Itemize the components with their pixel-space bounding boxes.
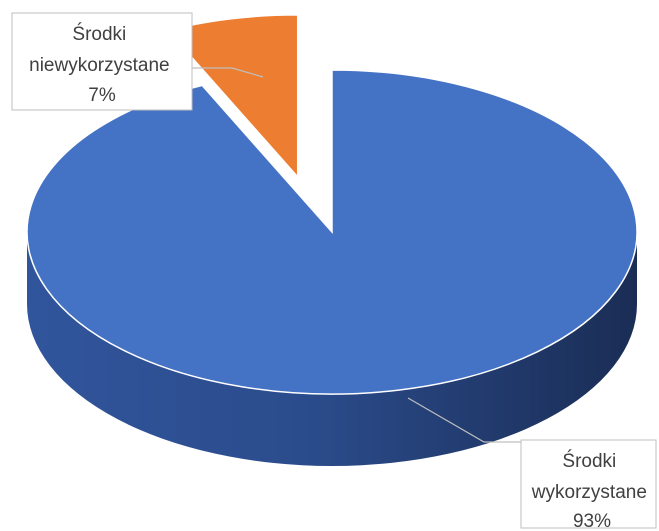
svg-text:Środki niewykorzystane: Środki niewykorzystane 7%: [29, 23, 175, 106]
label-small-percent: 7%: [88, 85, 116, 106]
label-small-line1: Środki: [72, 23, 126, 45]
data-label-small: Środki niewykorzystane 7%: [11, 12, 264, 111]
data-label-main: Środki wykorzystane 93%: [407, 397, 657, 531]
leader-line-main: [407, 397, 521, 443]
leader-line-small: [192, 67, 264, 78]
slice-main[interactable]: [26, 69, 638, 395]
label-main-line2: wykorzystane: [531, 482, 647, 503]
label-main-line1: Środki: [562, 450, 616, 472]
svg-text:Środki wykorzystane: Środki wykorzystane 93%: [531, 450, 652, 531]
slice-group-main: [26, 69, 638, 466]
slice-side-main: [27, 232, 637, 466]
label-box-small: [11, 12, 193, 111]
label-main-percent: 93%: [573, 511, 611, 531]
label-small-line2: niewykorzystane: [29, 55, 169, 76]
label-box-main: [520, 439, 657, 529]
